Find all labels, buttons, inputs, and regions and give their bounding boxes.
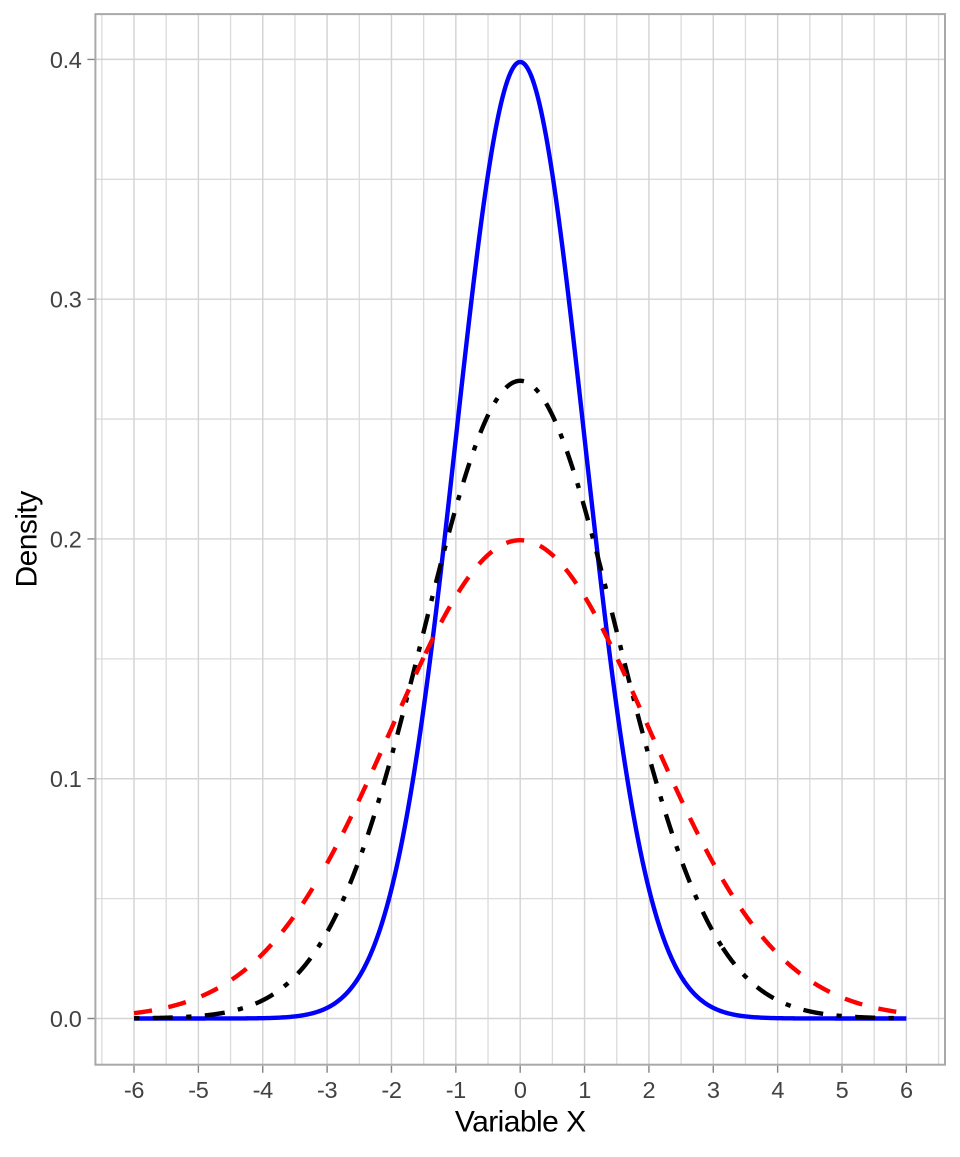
svg-text:-1: -1 <box>446 1077 466 1103</box>
svg-text:1: 1 <box>578 1077 591 1103</box>
svg-text:0: 0 <box>514 1077 527 1103</box>
svg-text:Density: Density <box>10 491 43 588</box>
svg-text:2: 2 <box>643 1077 656 1103</box>
svg-text:0.3: 0.3 <box>50 287 82 313</box>
svg-text:4: 4 <box>771 1077 784 1103</box>
svg-text:0.1: 0.1 <box>50 766 82 792</box>
svg-text:-5: -5 <box>188 1077 208 1103</box>
svg-text:-2: -2 <box>381 1077 401 1103</box>
svg-text:-3: -3 <box>317 1077 337 1103</box>
svg-text:3: 3 <box>707 1077 720 1103</box>
svg-text:Variable X: Variable X <box>455 1105 586 1138</box>
svg-text:5: 5 <box>836 1077 849 1103</box>
svg-text:6: 6 <box>900 1077 913 1103</box>
svg-text:0.4: 0.4 <box>50 47 82 73</box>
svg-text:-4: -4 <box>253 1077 273 1103</box>
svg-text:0.2: 0.2 <box>50 527 82 553</box>
svg-text:0.0: 0.0 <box>50 1006 82 1032</box>
svg-text:-6: -6 <box>124 1077 144 1103</box>
